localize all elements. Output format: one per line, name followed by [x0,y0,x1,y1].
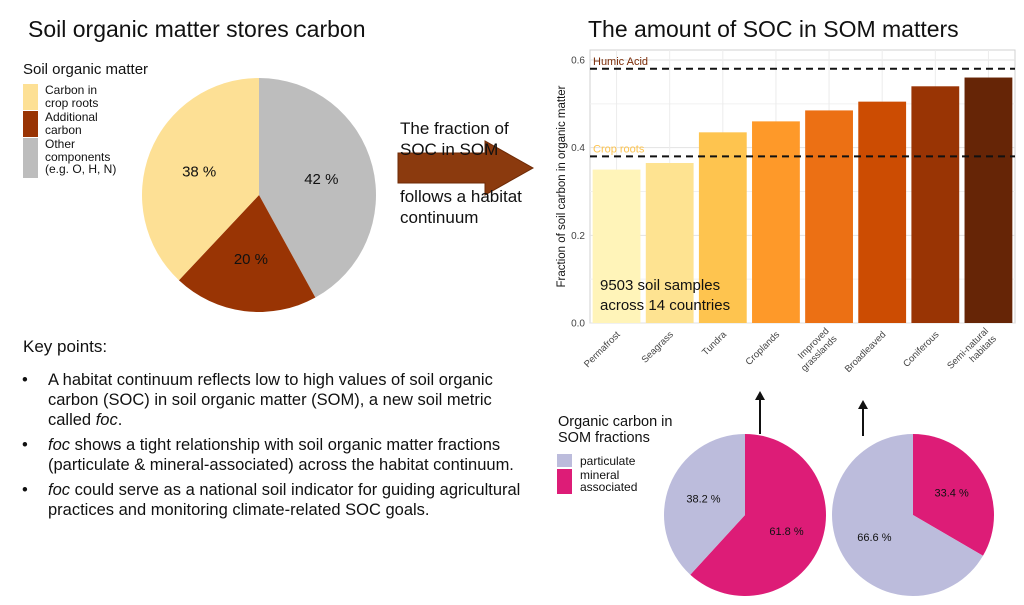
legend-item-mineral-associated: mineral associated [580,468,638,494]
pie-value-label: 38.2 % [686,494,720,506]
bullet: • [22,436,28,454]
key-points-list: • A habitat continuum reflects low to hig… [22,370,532,525]
legend-item-particulate: particulate [580,454,636,468]
pie-value-label: 61.8 % [769,526,803,538]
y-tick-label: 0.0 [571,319,585,330]
y-axis-label: Fraction of soil carbon in organic matte… [556,85,568,287]
legend-swatch-particulate [557,454,572,467]
bar-seagrass [645,163,694,323]
y-tick-label: 0.4 [571,143,585,154]
reference-line-label: Crop roots [593,143,645,155]
bar-croplands [752,121,800,323]
pie-value-label: 42 % [304,171,338,188]
legend-swatch-crop-roots [23,84,38,110]
x-tick-label: Tundra [700,329,729,358]
right-arrow-icon [397,140,535,196]
som-legend-title: Soil organic matter [23,61,149,78]
legend-swatch-mineral-associated [557,469,572,494]
pie-slice-mineral-associated [913,434,994,556]
soil-organic-matter-pie: 42 % 20 % 38 % [142,78,377,312]
legend-swatch-additional-carbon [23,111,38,137]
croplands-fraction-pie: 61.8 % 38.2 % [663,434,826,596]
key-point-2: • foc shows a tight relationship with soi… [22,436,514,474]
left-title: Soil organic matter stores carbon [28,16,366,42]
pie-value-label: 20 % [234,251,268,268]
oc-legend-title: Organic carbon in SOM fractions [558,414,673,446]
x-tick-label: Broadleaved [843,329,889,375]
bullet: • [22,481,28,499]
legend-item-crop-roots: Carbon in crop roots [45,83,99,110]
bar-broadleaved [858,101,907,324]
bar-coniferous [911,86,960,323]
reference-line-label: Humic Acid [593,56,648,68]
y-tick-label: 0.6 [571,56,585,67]
x-tick-label: Coniferous [901,329,941,369]
arrow-caption-bottom: follows a habitat continuum [400,187,522,227]
sample-annotation: 9503 soil samples across 14 countries [600,277,731,314]
pie-value-label: 38 % [182,164,216,181]
x-tick-label: Improvedgrasslands [791,326,839,374]
bar-semi-natural-habitats [964,77,1013,324]
key-point-1: • A habitat continuum reflects low to hig… [22,371,493,429]
croplands-up-arrow-icon [755,391,765,434]
broadleaved-fraction-pie: 33.4 % 66.6 % [832,434,994,596]
pie-slice-other-components [259,78,377,298]
x-tick-label: Semi-naturalhabitats [945,326,999,380]
pie-slice-particulate [832,434,983,596]
broadleaved-up-arrow-icon [858,400,868,436]
x-tick-label: Permafrost [582,329,623,370]
bar-improved-grasslands [805,110,853,324]
right-title: The amount of SOC in SOM matters [588,16,959,42]
pie-value-label: 33.4 % [935,488,969,500]
bullet: • [22,371,28,389]
soc-fraction-bar-chart: 0.0 0.2 0.4 0.6 Permafrost Seagrass Tundra Crop… [556,49,1016,380]
key-point-3: • foc could serve as a national soil indi… [22,481,521,519]
legend-swatch-other-components [23,138,38,178]
y-tick-label: 0.2 [571,231,585,242]
pie-slice-carbon-in-crop-roots [142,78,259,281]
key-points-title: Key points: [23,337,108,356]
pie-value-label: 66.6 % [857,532,891,544]
pie-slice-mineral-associated [690,434,826,596]
arrow-caption-top: The fraction of SOC in SOM [400,119,509,159]
legend-item-additional-carbon: Additional carbon [45,110,98,137]
x-tick-label: Croplands [744,329,783,368]
x-tick-label: Seagrass [640,329,676,365]
bar-tundra [698,132,747,323]
legend-item-other-components: Other components (e.g. O, H, N) [45,137,117,176]
pie-slice-particulate [663,434,745,575]
bar-permafrost [592,169,641,323]
pie-slice-additional-carbon [178,195,316,312]
